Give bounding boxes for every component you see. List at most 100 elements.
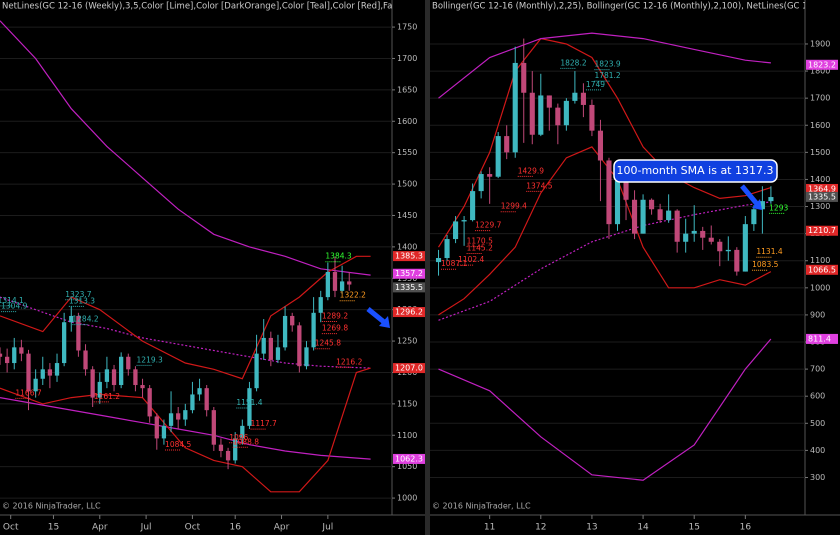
candle-body bbox=[154, 416, 159, 439]
x-tick-label: Apr bbox=[92, 523, 108, 533]
candle-body bbox=[470, 191, 476, 221]
price-tag-label: 1296.2 bbox=[395, 308, 423, 317]
indicator-line bbox=[0, 367, 371, 493]
candle-body bbox=[26, 353, 31, 392]
indicator-line bbox=[0, 397, 371, 460]
price-tag bbox=[393, 282, 425, 293]
callout-text: 100-month SMA is at 1317.3 bbox=[617, 164, 774, 177]
candle-body bbox=[0, 353, 3, 357]
y-tick-label: 1500 bbox=[810, 148, 830, 157]
candle-body bbox=[700, 230, 706, 238]
level-label: 1216.2 bbox=[336, 357, 362, 366]
candle-body bbox=[297, 325, 302, 367]
level-label: 1088.8 bbox=[233, 437, 259, 446]
indicator-line bbox=[438, 32, 771, 99]
candle-body bbox=[247, 388, 252, 426]
candle-body bbox=[717, 241, 723, 252]
footer: © 2016 NinjaTrader, LLC bbox=[2, 502, 101, 511]
candle-body bbox=[140, 385, 145, 389]
level-label: 1322.2 bbox=[340, 291, 366, 300]
y-tick-label: 700 bbox=[810, 365, 825, 374]
candle-body bbox=[444, 239, 450, 259]
price-tag-label: 1210.7 bbox=[808, 226, 836, 235]
x-tick-label: 11 bbox=[484, 523, 495, 533]
candle-body bbox=[546, 95, 552, 108]
y-tick-label: 1250 bbox=[397, 337, 417, 346]
y-tick-label: 1300 bbox=[810, 202, 830, 211]
candle-body bbox=[282, 315, 288, 348]
candle-body bbox=[666, 210, 672, 221]
candle-body bbox=[183, 410, 188, 420]
level-label: 1299.4 bbox=[501, 202, 527, 211]
y-tick-label: 1000 bbox=[397, 494, 417, 503]
x-tick-label: 12 bbox=[535, 523, 546, 533]
level-label: 1161.2 bbox=[94, 392, 120, 401]
candle-body bbox=[225, 450, 231, 461]
candle-body bbox=[318, 297, 323, 313]
candle-body bbox=[512, 62, 518, 153]
level-label: 1170.5 bbox=[467, 237, 493, 246]
candle-body bbox=[504, 136, 510, 153]
candle-body bbox=[597, 130, 604, 161]
level-label: 1219.3 bbox=[137, 355, 163, 364]
candle-body bbox=[190, 394, 195, 411]
candle-body bbox=[161, 425, 167, 439]
indicator-line bbox=[438, 338, 772, 481]
level-label: 1374.5 bbox=[526, 181, 552, 190]
candle-body bbox=[111, 369, 117, 386]
x-tick-label: 16 bbox=[229, 523, 241, 533]
y-tick-label: 900 bbox=[810, 310, 825, 319]
y-tick-label: 1900 bbox=[810, 39, 830, 48]
arrow-head bbox=[379, 316, 390, 328]
level-label: 1102.4 bbox=[458, 255, 484, 264]
candle-body bbox=[708, 237, 714, 242]
price-tag bbox=[806, 333, 838, 344]
candle-body bbox=[325, 271, 330, 298]
candle-body bbox=[759, 201, 765, 210]
candle-body bbox=[674, 210, 680, 242]
x-tick-label: 15 bbox=[688, 523, 699, 533]
candle-body bbox=[555, 107, 561, 126]
level-label: 1314.1 bbox=[0, 296, 24, 305]
x-tick-label: Jul bbox=[140, 523, 152, 533]
candle-body bbox=[572, 92, 578, 101]
candle-body bbox=[347, 281, 352, 285]
level-label: 1096 bbox=[229, 433, 248, 442]
footer: © 2016 NinjaTrader, LLC bbox=[432, 502, 531, 511]
candle-body bbox=[487, 174, 493, 177]
indicator-line bbox=[438, 201, 771, 321]
candle-body bbox=[90, 369, 95, 398]
price-tag bbox=[393, 453, 425, 464]
price-tag bbox=[393, 251, 425, 262]
level-label: 1823.9 bbox=[594, 60, 620, 69]
price-tag-label: 1823.2 bbox=[808, 60, 836, 69]
candle-body bbox=[339, 281, 345, 291]
level-label: 1229.7 bbox=[475, 221, 501, 230]
candle-body bbox=[4, 356, 10, 364]
y-tick-label: 1400 bbox=[810, 175, 830, 184]
candle-body bbox=[521, 62, 527, 93]
level-label: 1828.2 bbox=[560, 58, 586, 67]
price-tag bbox=[806, 225, 838, 236]
y-tick-label: 300 bbox=[810, 473, 825, 482]
level-label: 1293 bbox=[769, 203, 788, 212]
y-tick-label: 1700 bbox=[397, 54, 417, 63]
candle-body bbox=[580, 92, 586, 105]
candle-body bbox=[332, 271, 338, 291]
level-label: 1313.3 bbox=[69, 296, 95, 305]
callout-box bbox=[613, 159, 778, 183]
price-tag-label: 1066.5 bbox=[808, 265, 836, 274]
candle-body bbox=[119, 356, 124, 386]
candle-body bbox=[290, 315, 295, 326]
candle-body bbox=[12, 347, 17, 364]
x-tick-label: 14 bbox=[637, 523, 649, 533]
candle-body bbox=[751, 209, 757, 225]
price-tag-label: 1357.2 bbox=[395, 269, 423, 278]
price-tag bbox=[393, 363, 425, 374]
candle-body bbox=[204, 388, 209, 411]
y-tick-label: 1550 bbox=[397, 148, 417, 157]
level-label: 1269.8 bbox=[322, 324, 348, 333]
candle-body bbox=[76, 315, 81, 351]
